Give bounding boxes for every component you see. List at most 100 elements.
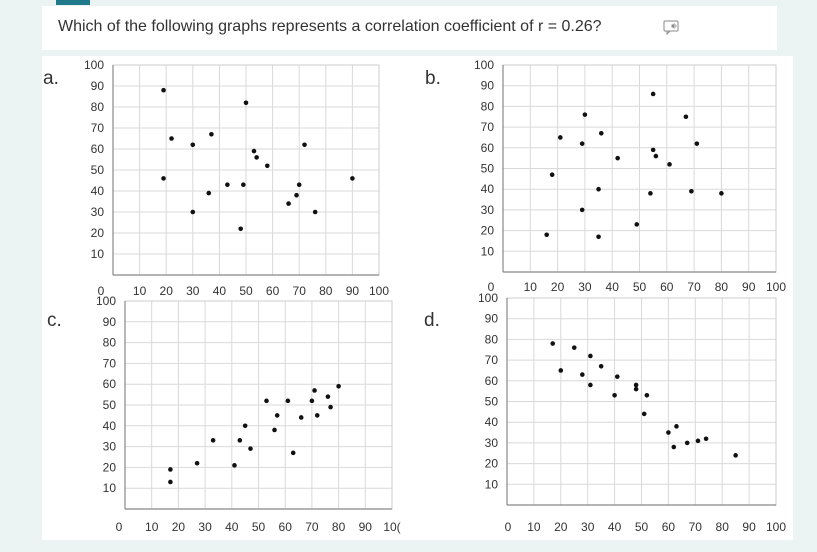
- chart-area: a. 10 20 30 40 50 60 70 80 90 100 10 20 30 40 50 60 70 80 9…: [42, 56, 793, 540]
- data-point: [350, 176, 355, 181]
- option-label-b: b.: [425, 68, 441, 89]
- y-tick-label: 30: [91, 205, 105, 219]
- x-tick-label: 10: [527, 520, 541, 534]
- speaker-icon[interactable]: [663, 20, 679, 36]
- data-point: [209, 132, 214, 137]
- x-tick-label: 90: [359, 520, 373, 534]
- y-tick-label: 30: [103, 440, 117, 454]
- y-tick-label: 90: [481, 79, 495, 93]
- data-point: [549, 172, 555, 178]
- x-tick-label: 50: [239, 284, 253, 298]
- y-tick-label: 80: [103, 336, 117, 350]
- data-point: [232, 463, 237, 468]
- data-point: [336, 383, 341, 389]
- data-point: [596, 234, 601, 240]
- data-point: [571, 345, 577, 350]
- data-point: [242, 423, 248, 429]
- y-tick-label: 100: [84, 58, 104, 72]
- data-point: [633, 386, 639, 392]
- data-point: [648, 191, 653, 196]
- y-tick-label: 90: [103, 315, 117, 329]
- y-tick-label: 30: [481, 203, 495, 217]
- x-tick-label: 100: [766, 520, 786, 534]
- data-point: [596, 186, 601, 192]
- x-tick-label: 10: [524, 280, 538, 294]
- data-point: [694, 141, 700, 146]
- option-label-a: a.: [43, 68, 59, 89]
- data-point: [674, 424, 679, 429]
- data-point: [309, 398, 315, 404]
- data-point: [641, 411, 647, 417]
- data-point: [312, 209, 318, 215]
- y-tick-label: 80: [91, 100, 105, 114]
- x-tick-label: 90: [742, 280, 756, 294]
- x-tick-label: 80: [332, 520, 346, 534]
- x-tick-label: 90: [742, 520, 756, 534]
- y-tick-label: 20: [485, 457, 499, 471]
- data-point: [206, 190, 212, 196]
- data-point: [296, 182, 302, 187]
- y-tick-label: 50: [481, 162, 495, 176]
- y-tick-label: 10: [91, 247, 105, 261]
- y-tick-label: 40: [91, 184, 105, 198]
- x-tick-label: 30: [186, 284, 200, 298]
- y-tick-label: 80: [485, 332, 499, 346]
- data-point: [588, 353, 593, 359]
- y-tick-label: 80: [481, 99, 495, 113]
- y-tick-label: 50: [485, 395, 499, 409]
- data-point: [194, 460, 200, 466]
- data-point: [579, 207, 585, 213]
- x-tick-label: 60: [266, 284, 280, 298]
- y-tick-label: 60: [91, 142, 105, 156]
- data-point: [238, 226, 243, 232]
- x-tick-label: 50: [633, 280, 647, 294]
- data-point: [671, 444, 677, 450]
- y-tick-label: 70: [103, 356, 117, 370]
- data-point: [161, 176, 166, 181]
- y-tick-label: 60: [103, 377, 117, 391]
- data-point: [251, 148, 257, 154]
- data-point: [653, 153, 659, 159]
- data-point: [598, 131, 604, 136]
- data-point: [667, 162, 672, 167]
- data-point: [588, 382, 593, 388]
- y-tick-label: 40: [103, 419, 117, 433]
- y-tick-label: 10: [485, 477, 499, 491]
- data-point: [633, 382, 639, 388]
- x-tick-label: 20: [551, 280, 565, 294]
- data-point: [634, 222, 640, 227]
- y-tick-label: 20: [103, 460, 117, 474]
- y-tick-label: 100: [474, 58, 494, 72]
- y-tick-label: 20: [91, 226, 105, 240]
- x-tick-label: 10(: [383, 520, 400, 534]
- data-point: [314, 413, 320, 418]
- x-tick-label: 30: [198, 520, 212, 534]
- data-point: [650, 91, 656, 97]
- y-tick-label: 50: [91, 163, 105, 177]
- y-tick-label: 30: [485, 436, 499, 450]
- data-point: [644, 392, 650, 398]
- data-point: [274, 413, 280, 418]
- y-tick-label: 100: [96, 294, 116, 308]
- y-tick-label: 40: [485, 415, 499, 429]
- x-tick-label: 30: [578, 280, 592, 294]
- y-tick-label: 40: [481, 182, 495, 196]
- data-point: [689, 188, 694, 194]
- x-tick-label: 40: [606, 280, 620, 294]
- data-point: [285, 398, 291, 404]
- x-tick-label: 60: [662, 520, 676, 534]
- data-point: [580, 372, 585, 377]
- x-tick-label: 80: [716, 520, 730, 534]
- y-tick-label: 90: [91, 79, 105, 93]
- data-point: [703, 436, 709, 442]
- x-tick-label: 70: [293, 284, 307, 298]
- data-point: [328, 404, 333, 410]
- x-tick-label: 70: [689, 520, 703, 534]
- data-point: [294, 192, 299, 198]
- data-point: [302, 142, 307, 148]
- data-point: [168, 479, 173, 485]
- data-point: [582, 112, 588, 117]
- data-point: [210, 438, 216, 443]
- data-point: [615, 155, 620, 161]
- x-tick-label: 70: [687, 280, 701, 294]
